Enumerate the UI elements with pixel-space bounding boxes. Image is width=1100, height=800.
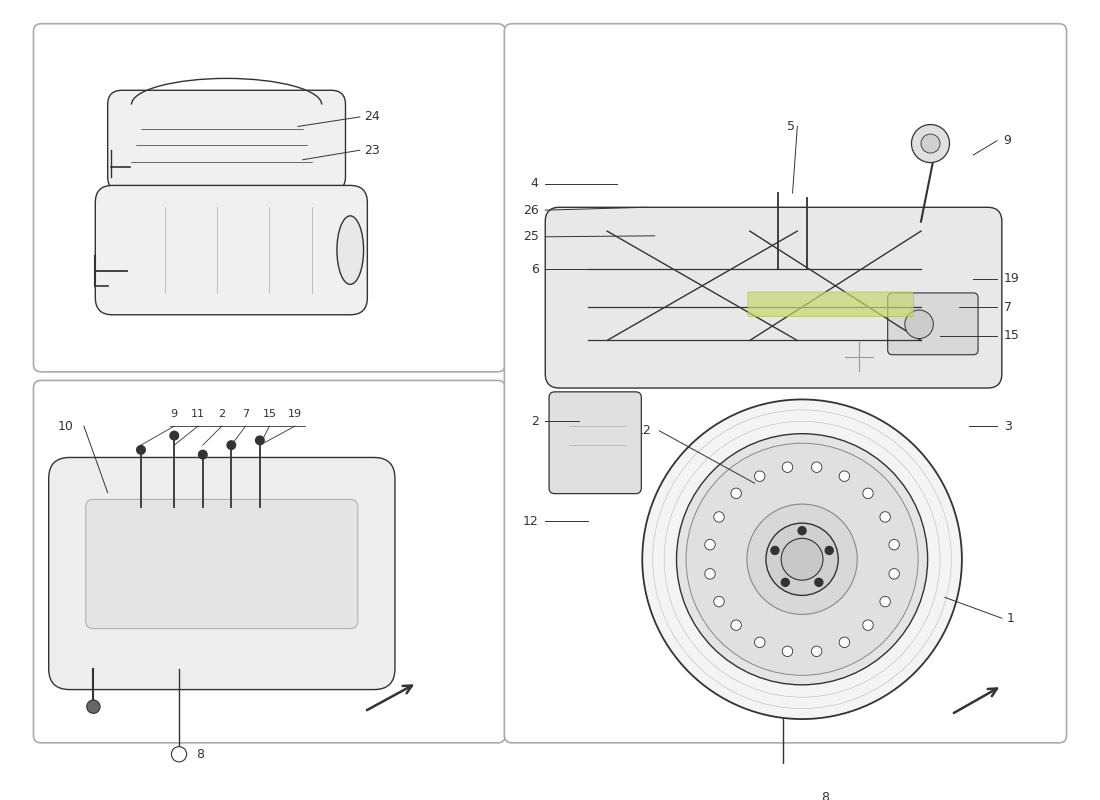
Circle shape (880, 512, 890, 522)
Circle shape (705, 539, 715, 550)
FancyBboxPatch shape (48, 458, 395, 690)
Circle shape (912, 125, 949, 162)
Text: 26: 26 (522, 204, 539, 217)
FancyBboxPatch shape (96, 186, 367, 314)
Text: 24: 24 (364, 110, 381, 123)
Circle shape (714, 512, 724, 522)
Text: 7: 7 (242, 410, 250, 419)
Circle shape (136, 446, 145, 454)
Text: 15: 15 (1003, 330, 1020, 342)
Circle shape (839, 637, 849, 647)
Circle shape (812, 646, 822, 657)
Circle shape (815, 578, 823, 586)
Text: 5: 5 (786, 120, 794, 133)
Circle shape (839, 471, 849, 482)
Circle shape (227, 441, 235, 450)
Circle shape (747, 504, 857, 614)
Circle shape (730, 620, 741, 630)
Text: 2: 2 (218, 410, 226, 419)
Circle shape (774, 794, 792, 800)
Text: 7: 7 (1003, 301, 1012, 314)
FancyBboxPatch shape (546, 207, 1002, 388)
Text: 1: 1 (1006, 612, 1014, 625)
Circle shape (766, 523, 838, 595)
Text: 10: 10 (57, 419, 73, 433)
Circle shape (889, 539, 900, 550)
Circle shape (862, 488, 873, 498)
Text: 9: 9 (1003, 134, 1012, 147)
Circle shape (730, 488, 741, 498)
Circle shape (799, 526, 806, 534)
Text: 23: 23 (364, 144, 381, 157)
Text: 15: 15 (263, 410, 276, 419)
Text: 19: 19 (1003, 272, 1020, 285)
FancyBboxPatch shape (86, 499, 358, 629)
Circle shape (686, 443, 918, 675)
FancyBboxPatch shape (549, 392, 641, 494)
Circle shape (782, 646, 793, 657)
Circle shape (642, 399, 961, 719)
Text: 3: 3 (1003, 419, 1012, 433)
FancyBboxPatch shape (33, 24, 505, 372)
Circle shape (812, 462, 822, 473)
Circle shape (705, 569, 715, 579)
Text: eu: eu (671, 382, 810, 479)
Text: a passion for parts since 85: a passion for parts since 85 (388, 511, 712, 598)
Text: 6: 6 (530, 262, 539, 276)
Circle shape (198, 450, 207, 459)
Circle shape (862, 620, 873, 630)
Circle shape (755, 471, 764, 482)
Circle shape (676, 434, 927, 685)
Circle shape (255, 436, 264, 445)
Circle shape (87, 700, 100, 714)
FancyBboxPatch shape (108, 90, 345, 191)
Text: 8: 8 (196, 748, 205, 761)
Text: 9: 9 (170, 410, 178, 419)
Circle shape (889, 569, 900, 579)
Text: 12: 12 (636, 424, 652, 438)
Circle shape (825, 546, 833, 554)
Text: 25: 25 (522, 230, 539, 243)
FancyBboxPatch shape (504, 24, 1067, 743)
Circle shape (921, 134, 940, 153)
Circle shape (782, 462, 793, 473)
Circle shape (170, 431, 178, 440)
FancyBboxPatch shape (33, 381, 505, 743)
Circle shape (781, 538, 823, 580)
Circle shape (172, 746, 187, 762)
Text: 12: 12 (522, 514, 539, 528)
FancyBboxPatch shape (748, 292, 913, 317)
FancyBboxPatch shape (888, 293, 978, 354)
Text: 19: 19 (288, 410, 302, 419)
Circle shape (714, 596, 724, 607)
Text: eu: eu (167, 396, 267, 466)
Text: 11: 11 (191, 410, 205, 419)
Ellipse shape (337, 216, 364, 284)
Text: 8: 8 (821, 790, 829, 800)
Text: 4: 4 (530, 177, 539, 190)
Circle shape (771, 546, 779, 554)
Circle shape (905, 310, 934, 338)
Circle shape (755, 637, 764, 647)
Circle shape (880, 596, 890, 607)
Text: 2: 2 (530, 415, 539, 428)
Circle shape (781, 578, 790, 586)
